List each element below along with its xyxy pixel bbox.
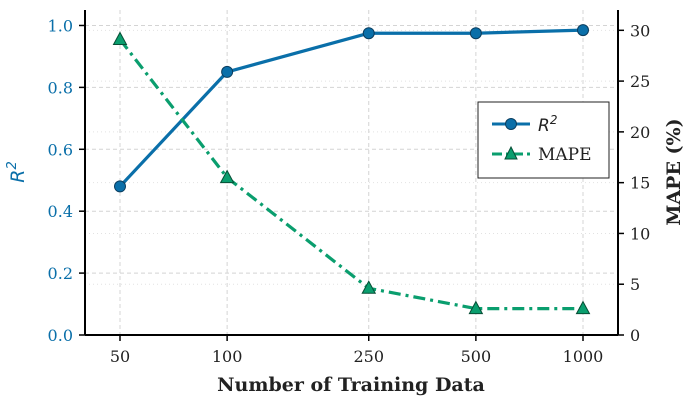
- x-axis-title: Number of Training Data: [217, 374, 485, 396]
- y-left-title-base: R: [7, 170, 29, 183]
- legend-r2-label: R2: [538, 113, 557, 136]
- y-right-tick-label-0: 0: [630, 326, 640, 345]
- x-tick-label-100: 100: [212, 347, 243, 366]
- legend-r2-sup: 2: [550, 113, 558, 127]
- y-right-tick-label-30: 30: [630, 21, 650, 40]
- legend-entry-mape: MAPE: [492, 145, 592, 165]
- y-right-tick-label-25: 25: [630, 72, 650, 91]
- y-right-axis-title: MAPE (%): [663, 118, 685, 225]
- legend-mape-marker: [504, 145, 518, 160]
- legend-r2-marker: [505, 118, 517, 130]
- x-tick-label-250: 250: [353, 347, 384, 366]
- y-right-tick-label-15: 15: [630, 174, 650, 193]
- x-ticks: 50 100 250 500 1000: [110, 335, 604, 366]
- point-r2-100: [221, 65, 234, 78]
- y-right-tick-label-5: 5: [630, 275, 640, 294]
- y-left-tick-label-0.0: 0.0: [48, 326, 73, 345]
- point-r2-250: [362, 27, 375, 40]
- y-left-tick-label-0.8: 0.8: [48, 78, 73, 97]
- point-mape-100: [219, 169, 235, 184]
- point-mape-50: [112, 31, 128, 45]
- y-left-ticks: 0.0 0.2 0.4 0.6 0.8 1.0: [48, 16, 85, 345]
- point-mape-250: [361, 280, 377, 294]
- y-left-tick-label-0.6: 0.6: [48, 140, 73, 159]
- y-right-tick-label-20: 20: [630, 123, 650, 142]
- x-tick-label-1000: 1000: [563, 347, 604, 366]
- point-r2-1000: [577, 24, 589, 37]
- legend-entry-r2: R2: [492, 113, 557, 136]
- x-tick-label-500: 500: [461, 347, 492, 366]
- y-left-title-sup: 2: [5, 161, 20, 169]
- legend-box: [477, 101, 610, 179]
- y-left-axis-title: R2: [5, 161, 29, 182]
- legend-r2-base: R: [538, 116, 550, 136]
- y-left-tick-label-0.4: 0.4: [48, 202, 73, 221]
- point-r2-500: [469, 27, 482, 40]
- series-layer: [112, 24, 591, 315]
- y-left-tick-label-1.0: 1.0: [48, 16, 73, 35]
- point-mape-1000: [575, 300, 591, 315]
- y-left-tick-label-0.2: 0.2: [48, 264, 73, 283]
- x-tick-label-50: 50: [110, 347, 130, 366]
- point-mape-500: [468, 300, 484, 315]
- point-r2-50: [114, 180, 126, 193]
- legend: R2 MAPE: [477, 101, 610, 179]
- y-right-tick-label-10: 10: [630, 224, 650, 243]
- legend-mape-label: MAPE: [538, 145, 592, 165]
- y-right-ticks: 0 5 10 15 20 25 30: [618, 21, 650, 345]
